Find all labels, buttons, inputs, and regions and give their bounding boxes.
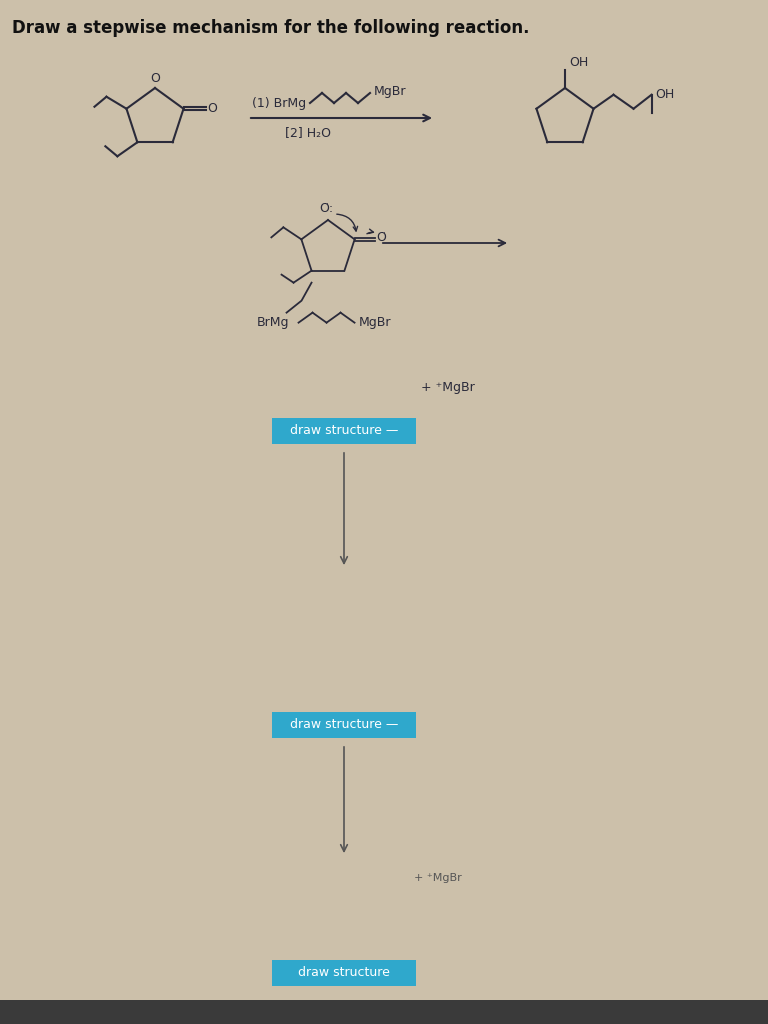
Text: BrMg: BrMg xyxy=(257,316,289,329)
Text: MgBr: MgBr xyxy=(359,316,391,329)
Text: O: O xyxy=(207,102,217,116)
Text: [2] H₂O: [2] H₂O xyxy=(285,127,331,139)
FancyArrowPatch shape xyxy=(337,214,358,231)
Text: (1) BrMg: (1) BrMg xyxy=(252,96,306,110)
Text: + ⁺MgBr: + ⁺MgBr xyxy=(421,382,475,394)
Bar xyxy=(0,1000,768,1024)
Text: Ö: Ö xyxy=(376,230,386,244)
Text: OH: OH xyxy=(656,88,675,101)
Text: Ö:: Ö: xyxy=(319,203,333,215)
Text: draw structure —: draw structure — xyxy=(290,425,398,437)
FancyBboxPatch shape xyxy=(272,961,416,986)
FancyBboxPatch shape xyxy=(272,418,416,444)
Text: Draw a stepwise mechanism for the following reaction.: Draw a stepwise mechanism for the follow… xyxy=(12,19,529,37)
Text: O: O xyxy=(150,72,160,85)
Text: OH: OH xyxy=(569,56,588,70)
Text: draw structure —: draw structure — xyxy=(290,719,398,731)
FancyArrowPatch shape xyxy=(367,229,373,233)
FancyBboxPatch shape xyxy=(272,712,416,738)
Text: + ⁺MgBr: + ⁺MgBr xyxy=(414,873,462,883)
Text: draw structure: draw structure xyxy=(298,967,390,980)
Text: MgBr: MgBr xyxy=(374,85,406,98)
